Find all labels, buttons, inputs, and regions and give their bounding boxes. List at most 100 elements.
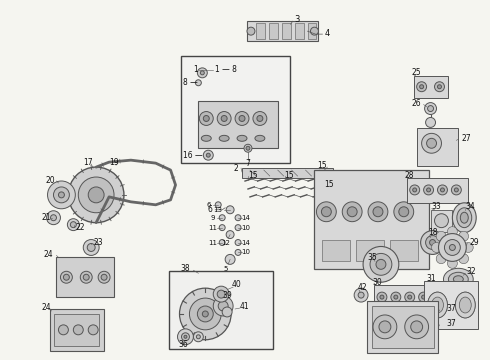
Circle shape xyxy=(394,295,398,299)
Circle shape xyxy=(213,296,233,316)
Circle shape xyxy=(394,202,414,222)
Text: 3: 3 xyxy=(294,15,300,24)
Text: 11: 11 xyxy=(208,225,217,231)
Bar xyxy=(322,239,350,261)
Ellipse shape xyxy=(432,297,443,313)
Circle shape xyxy=(354,288,368,302)
Circle shape xyxy=(405,315,429,339)
Circle shape xyxy=(217,290,225,298)
Circle shape xyxy=(69,167,124,223)
Circle shape xyxy=(83,239,99,255)
Circle shape xyxy=(436,231,446,241)
Circle shape xyxy=(60,271,73,283)
Ellipse shape xyxy=(459,297,471,313)
Text: 9: 9 xyxy=(210,215,215,221)
Circle shape xyxy=(380,295,384,299)
Text: 38: 38 xyxy=(180,264,190,273)
Ellipse shape xyxy=(201,135,211,141)
Text: 37: 37 xyxy=(446,305,456,314)
Text: 20: 20 xyxy=(46,176,55,185)
Circle shape xyxy=(418,292,429,302)
Circle shape xyxy=(88,325,98,335)
Text: 17: 17 xyxy=(83,158,93,167)
Circle shape xyxy=(222,307,232,317)
Bar xyxy=(169,271,273,349)
Circle shape xyxy=(190,298,221,330)
Circle shape xyxy=(177,329,194,345)
Circle shape xyxy=(342,202,362,222)
Ellipse shape xyxy=(196,80,201,86)
Bar xyxy=(282,23,291,39)
Circle shape xyxy=(235,112,249,125)
Ellipse shape xyxy=(455,292,475,318)
Ellipse shape xyxy=(452,203,476,233)
Circle shape xyxy=(428,105,434,112)
Ellipse shape xyxy=(453,276,464,283)
Text: 4: 4 xyxy=(324,29,330,38)
Bar xyxy=(54,314,99,346)
Circle shape xyxy=(432,243,441,252)
Bar xyxy=(356,239,384,261)
Circle shape xyxy=(184,335,187,338)
Text: 29: 29 xyxy=(469,238,479,247)
Circle shape xyxy=(376,260,386,269)
Circle shape xyxy=(421,133,441,153)
Circle shape xyxy=(53,187,70,203)
Circle shape xyxy=(58,325,69,335)
Circle shape xyxy=(58,192,64,198)
Circle shape xyxy=(438,85,441,89)
Circle shape xyxy=(217,112,231,125)
Text: 40: 40 xyxy=(232,280,242,289)
Circle shape xyxy=(447,258,457,268)
Circle shape xyxy=(317,202,336,222)
Text: 22: 22 xyxy=(75,223,85,232)
Circle shape xyxy=(194,332,203,342)
Text: 41: 41 xyxy=(240,302,250,311)
Text: 31: 31 xyxy=(427,274,436,283)
Circle shape xyxy=(218,301,228,311)
Ellipse shape xyxy=(219,135,229,141)
Circle shape xyxy=(247,27,255,35)
Circle shape xyxy=(213,286,229,302)
Text: 32: 32 xyxy=(466,267,476,276)
Circle shape xyxy=(226,231,234,239)
Circle shape xyxy=(87,243,95,251)
Circle shape xyxy=(221,116,227,121)
Text: 5: 5 xyxy=(224,266,228,272)
Text: 8 —: 8 — xyxy=(183,78,198,87)
Circle shape xyxy=(68,219,79,231)
Circle shape xyxy=(244,144,252,152)
Text: 34: 34 xyxy=(466,202,475,211)
Text: 10: 10 xyxy=(242,225,250,231)
Text: 27: 27 xyxy=(461,134,471,143)
Ellipse shape xyxy=(428,292,447,318)
Circle shape xyxy=(426,235,440,249)
Bar xyxy=(390,239,417,261)
Circle shape xyxy=(427,138,437,148)
Text: 33: 33 xyxy=(432,202,441,211)
Ellipse shape xyxy=(460,212,468,223)
Text: 15: 15 xyxy=(324,180,334,189)
Circle shape xyxy=(447,227,457,237)
Circle shape xyxy=(48,181,75,209)
Circle shape xyxy=(430,239,436,246)
Circle shape xyxy=(368,202,388,222)
Circle shape xyxy=(413,188,416,192)
Circle shape xyxy=(405,292,415,302)
Bar xyxy=(308,23,317,39)
Circle shape xyxy=(435,82,444,92)
Bar xyxy=(367,301,439,353)
Circle shape xyxy=(203,150,213,160)
Circle shape xyxy=(239,116,245,121)
Ellipse shape xyxy=(448,272,468,286)
Circle shape xyxy=(410,185,419,195)
Circle shape xyxy=(436,254,446,264)
Text: 16 —: 16 — xyxy=(183,151,203,160)
Circle shape xyxy=(257,116,263,121)
Circle shape xyxy=(419,85,424,89)
Text: 6: 6 xyxy=(206,202,211,208)
Circle shape xyxy=(427,188,431,192)
Circle shape xyxy=(425,103,437,114)
Text: 10: 10 xyxy=(242,249,250,256)
Text: 15: 15 xyxy=(248,171,258,180)
